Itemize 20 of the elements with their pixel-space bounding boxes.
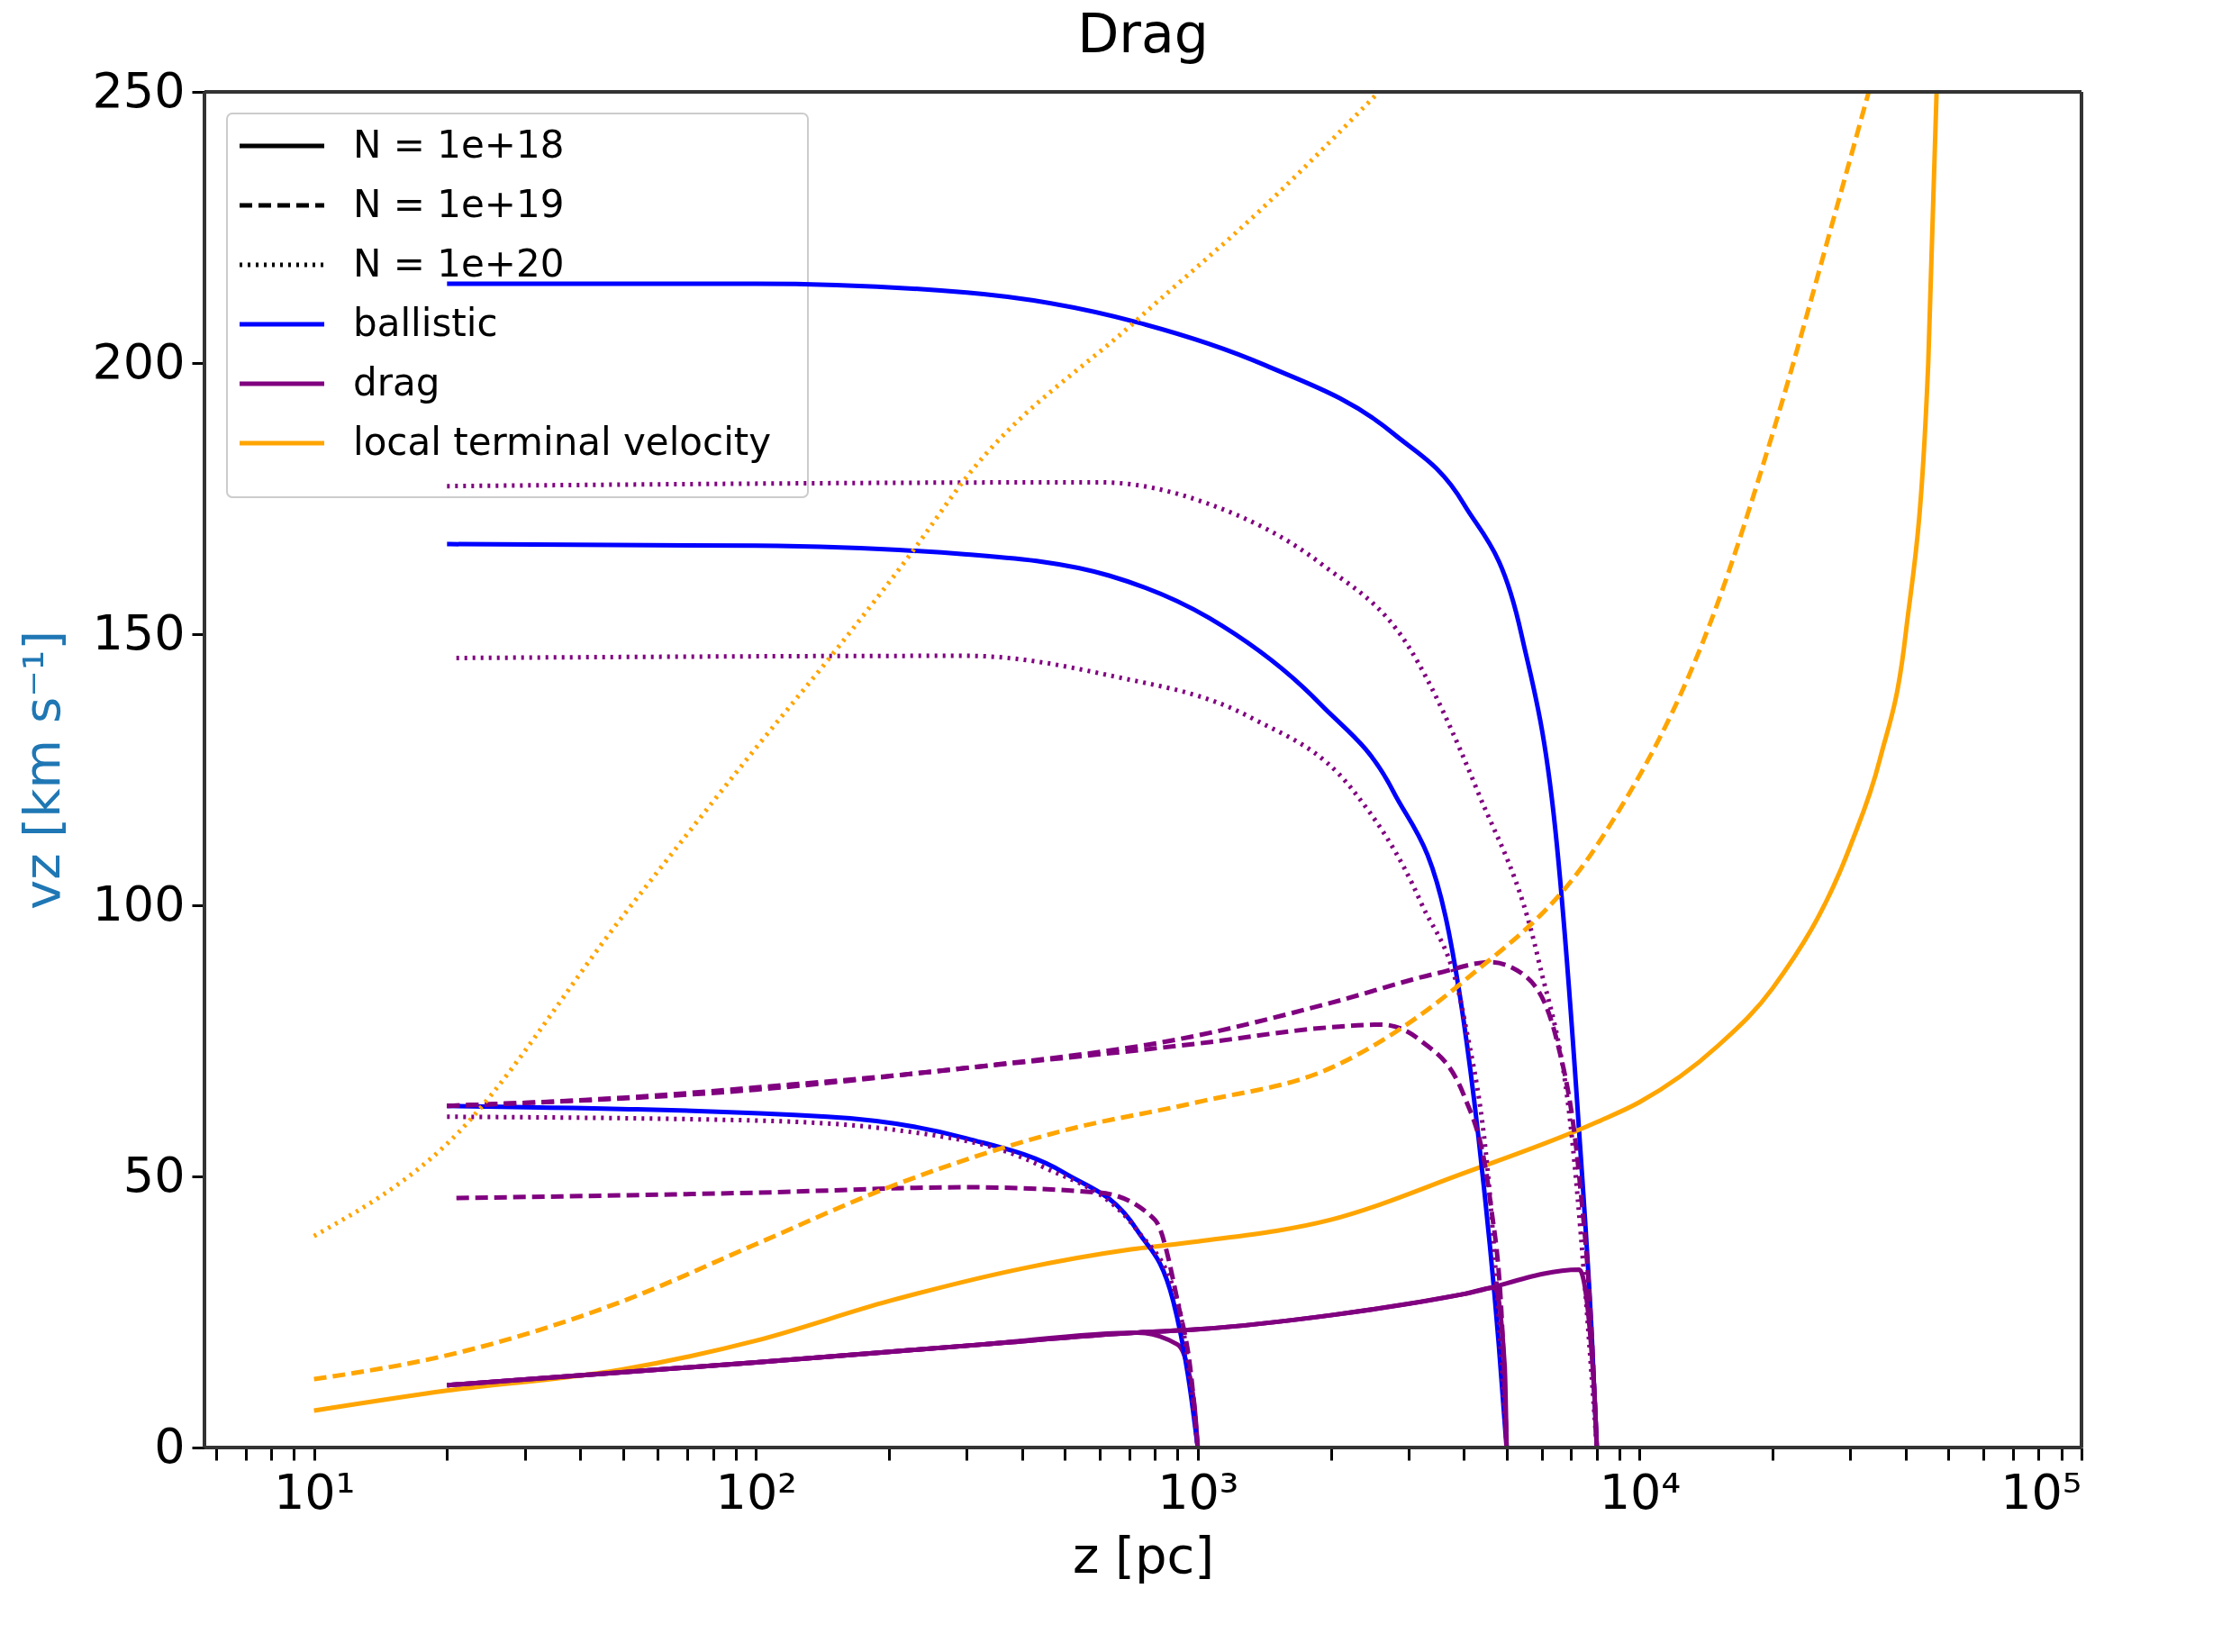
legend-label: drag [353,360,440,404]
legend-label: N = 1e+19 [353,182,565,226]
y-tick-label: 250 [92,61,186,119]
y-axis-title: vz [km s⁻¹] [13,631,72,910]
y-tick-label: 200 [92,332,186,390]
legend-label: N = 1e+20 [353,241,565,286]
y-tick-label: 100 [92,875,186,932]
y-tick-label: 150 [92,604,186,661]
x-tick-label: 10¹ [273,1463,356,1520]
legend-label: local terminal velocity [353,420,772,464]
x-tick-label: 10³ [1157,1463,1239,1520]
x-axis-title: z [pc] [1072,1525,1215,1584]
x-tick-label: 10⁴ [1599,1463,1682,1520]
legend-label: ballistic [353,301,498,345]
x-tick-label: 10² [715,1463,797,1520]
x-tick-label: 10⁵ [2000,1463,2082,1520]
chart-title: Drag [1077,2,1209,65]
legend-label: N = 1e+18 [353,123,565,167]
y-tick-label: 0 [154,1417,186,1475]
y-tick-label: 50 [122,1146,186,1203]
